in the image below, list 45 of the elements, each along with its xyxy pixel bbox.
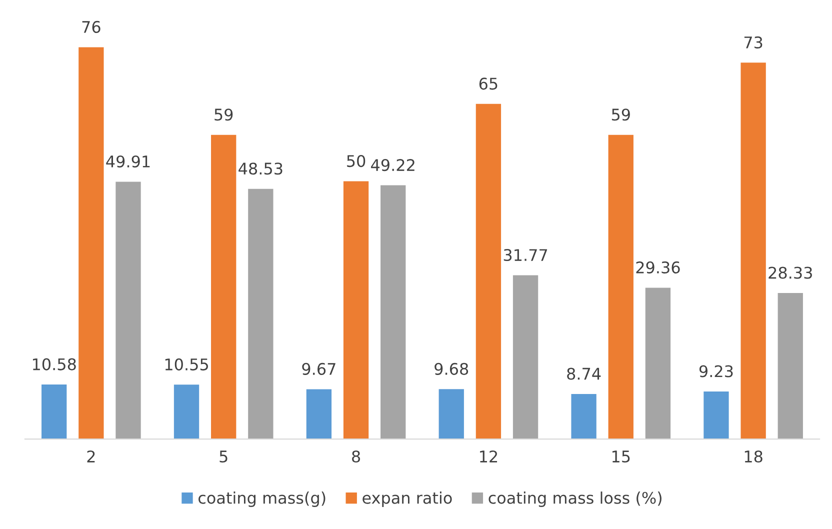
data-label: 9.67	[302, 362, 336, 376]
bar	[608, 134, 634, 440]
bar	[116, 182, 141, 440]
bar	[78, 47, 104, 440]
bar	[740, 62, 766, 440]
bar	[343, 181, 369, 440]
x-tick-label: 12	[480, 450, 498, 462]
bar	[248, 188, 274, 440]
data-label: 9.68	[434, 362, 468, 375]
bar	[704, 391, 729, 440]
data-label: 31.77	[504, 248, 548, 262]
legend-label: expan ratio	[362, 492, 452, 507]
x-tick-label: 18	[744, 450, 762, 463]
bar	[512, 275, 538, 440]
data-label: 28.33	[768, 266, 812, 279]
data-label: 50	[347, 154, 366, 168]
bar	[571, 394, 596, 440]
x-tick-label: 15	[612, 450, 630, 463]
bar	[380, 185, 406, 440]
bar	[306, 389, 332, 440]
x-tick-label: 2	[87, 450, 95, 462]
legend-label: coating mass(g)	[198, 492, 326, 507]
data-label: 59	[612, 108, 630, 121]
x-tick-label: 5	[220, 450, 228, 463]
data-label: 49.91	[106, 155, 150, 168]
bar	[42, 384, 67, 440]
data-label: 29.36	[636, 261, 680, 274]
data-label: 10.55	[165, 358, 208, 370]
bar	[438, 389, 464, 440]
legend-label: coating mass loss (%)	[488, 492, 662, 507]
data-label: 76	[82, 20, 100, 34]
data-label: 10.58	[32, 358, 76, 370]
data-label: 49.22	[371, 159, 414, 172]
bar	[476, 104, 502, 440]
bar	[174, 384, 200, 440]
data-label: 9.23	[699, 365, 733, 378]
bar	[645, 288, 671, 440]
data-label: 65	[479, 78, 498, 90]
x-tick-label: 8	[352, 450, 360, 463]
data-label: 8.74	[567, 368, 601, 380]
bar	[778, 293, 803, 440]
data-label: 48.53	[238, 162, 282, 175]
bar	[211, 134, 236, 440]
data-label: 59	[214, 108, 233, 121]
data-label: 73	[744, 36, 762, 48]
